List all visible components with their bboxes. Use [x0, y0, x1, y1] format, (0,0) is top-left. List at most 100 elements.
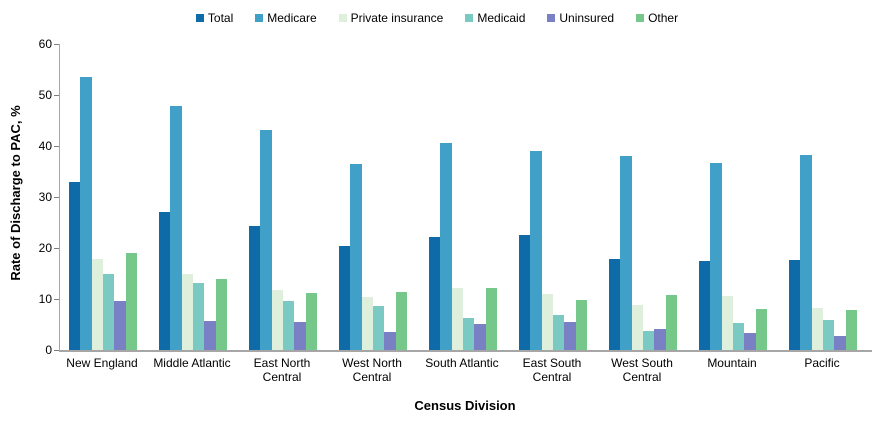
legend-item-private-insurance: Private insurance [338, 11, 444, 25]
bar-private-insurance [811, 308, 823, 350]
bar-medicaid [732, 323, 745, 350]
chart-legend: Total Medicare Private insurance Medicaid Un… [0, 8, 874, 28]
bar-private-insurance [271, 289, 283, 350]
bar-uninsured [564, 321, 576, 350]
legend-swatch [636, 14, 645, 22]
bar-medicare [440, 142, 452, 350]
bar-uninsured [384, 331, 396, 350]
y-tick-mark [54, 146, 59, 147]
legend-item-medicare: Medicare [255, 11, 317, 25]
bar-medicare [530, 151, 542, 350]
legend-swatch [195, 14, 204, 22]
bar-other [485, 287, 497, 350]
bar-medicaid [462, 317, 475, 350]
bar-medicare [80, 76, 92, 350]
bar-uninsured [294, 321, 306, 350]
bar-private-insurance [91, 259, 103, 350]
bar-private-insurance [361, 297, 373, 350]
bar-uninsured [834, 336, 846, 350]
bar-medicaid [552, 314, 565, 350]
y-tick-label: 60 [38, 37, 52, 51]
legend-item-total: Total [195, 11, 234, 25]
bar-group-middle-atlantic [159, 105, 227, 350]
y-tick-label: 30 [38, 190, 52, 204]
bar-total [429, 236, 441, 350]
bar-medicaid [642, 331, 655, 350]
bar-private-insurance [181, 273, 193, 350]
bar-uninsured [744, 333, 756, 350]
bar-other [575, 300, 587, 350]
legend-item-uninsured: Uninsured [547, 11, 614, 25]
bar-total [339, 246, 351, 350]
bar-group-south-atlantic [429, 142, 497, 350]
legend-label: Total [207, 11, 234, 25]
y-tick-mark [54, 350, 59, 351]
bar-total [159, 211, 171, 350]
bar-total [609, 259, 621, 350]
bar-medicaid [102, 273, 115, 350]
bar-group-pacific [789, 155, 857, 350]
y-tick-mark [54, 299, 59, 300]
bar-other [665, 294, 677, 350]
bar-medicare [800, 155, 812, 350]
bar-group-west-north-central [339, 163, 407, 350]
x-category-label: Mountain [707, 356, 757, 370]
bar-medicare [170, 105, 182, 350]
bar-other [395, 292, 407, 350]
bar-group-east-south-central [519, 151, 587, 350]
bar-private-insurance [451, 288, 463, 350]
legend-swatch [465, 14, 474, 22]
y-tick-label: 20 [38, 241, 52, 255]
bar-medicare [620, 156, 632, 350]
bar-total [699, 260, 711, 350]
x-category-label: New England [66, 356, 138, 370]
bar-medicaid [372, 305, 385, 350]
bar-uninsured [114, 300, 126, 350]
plot-area [59, 44, 872, 352]
bar-other [755, 309, 767, 350]
legend-label: Uninsured [559, 11, 615, 25]
bar-other [845, 310, 857, 350]
legend-item-medicaid: Medicaid [465, 11, 525, 25]
y-tick-mark [54, 95, 59, 96]
x-category-label: East North Central [253, 356, 311, 384]
bar-total [519, 235, 531, 350]
y-tick-mark [54, 197, 59, 198]
bar-uninsured [204, 320, 216, 350]
bar-medicaid [192, 283, 205, 350]
y-tick-label: 0 [45, 343, 52, 357]
legend-swatch [338, 14, 347, 22]
bar-group-new-england [69, 76, 137, 350]
bar-group-mountain [699, 163, 767, 350]
bar-total [69, 181, 81, 350]
bar-group-west-south-central [609, 156, 677, 350]
bar-group-east-north-central [249, 130, 317, 350]
bar-private-insurance [541, 293, 553, 350]
y-tick-mark [54, 44, 59, 45]
legend-label: Private insurance [350, 11, 444, 25]
bar-medicare [350, 163, 362, 350]
x-category-label: West North Central [342, 356, 402, 384]
legend-label: Medicaid [477, 11, 526, 25]
x-category-label: West South Central [611, 356, 673, 384]
bar-medicare [710, 163, 722, 350]
bar-other [125, 252, 137, 350]
bar-medicaid [282, 301, 295, 350]
legend-label: Medicare [267, 11, 317, 25]
bar-private-insurance [721, 296, 733, 350]
legend-swatch [255, 14, 264, 22]
x-category-label: East South Central [522, 356, 582, 384]
x-category-label: Middle Atlantic [153, 356, 231, 370]
bar-private-insurance [631, 305, 643, 350]
bar-other [215, 279, 227, 350]
x-axis-title: Census Division [414, 398, 516, 413]
bar-total [249, 226, 261, 350]
bar-other [305, 293, 317, 350]
y-tick-label: 40 [38, 139, 52, 153]
y-tick-mark [54, 248, 59, 249]
bar-medicaid [822, 319, 835, 350]
legend-item-other: Other [636, 11, 678, 25]
bar-uninsured [474, 324, 486, 350]
y-tick-label: 50 [38, 88, 52, 102]
